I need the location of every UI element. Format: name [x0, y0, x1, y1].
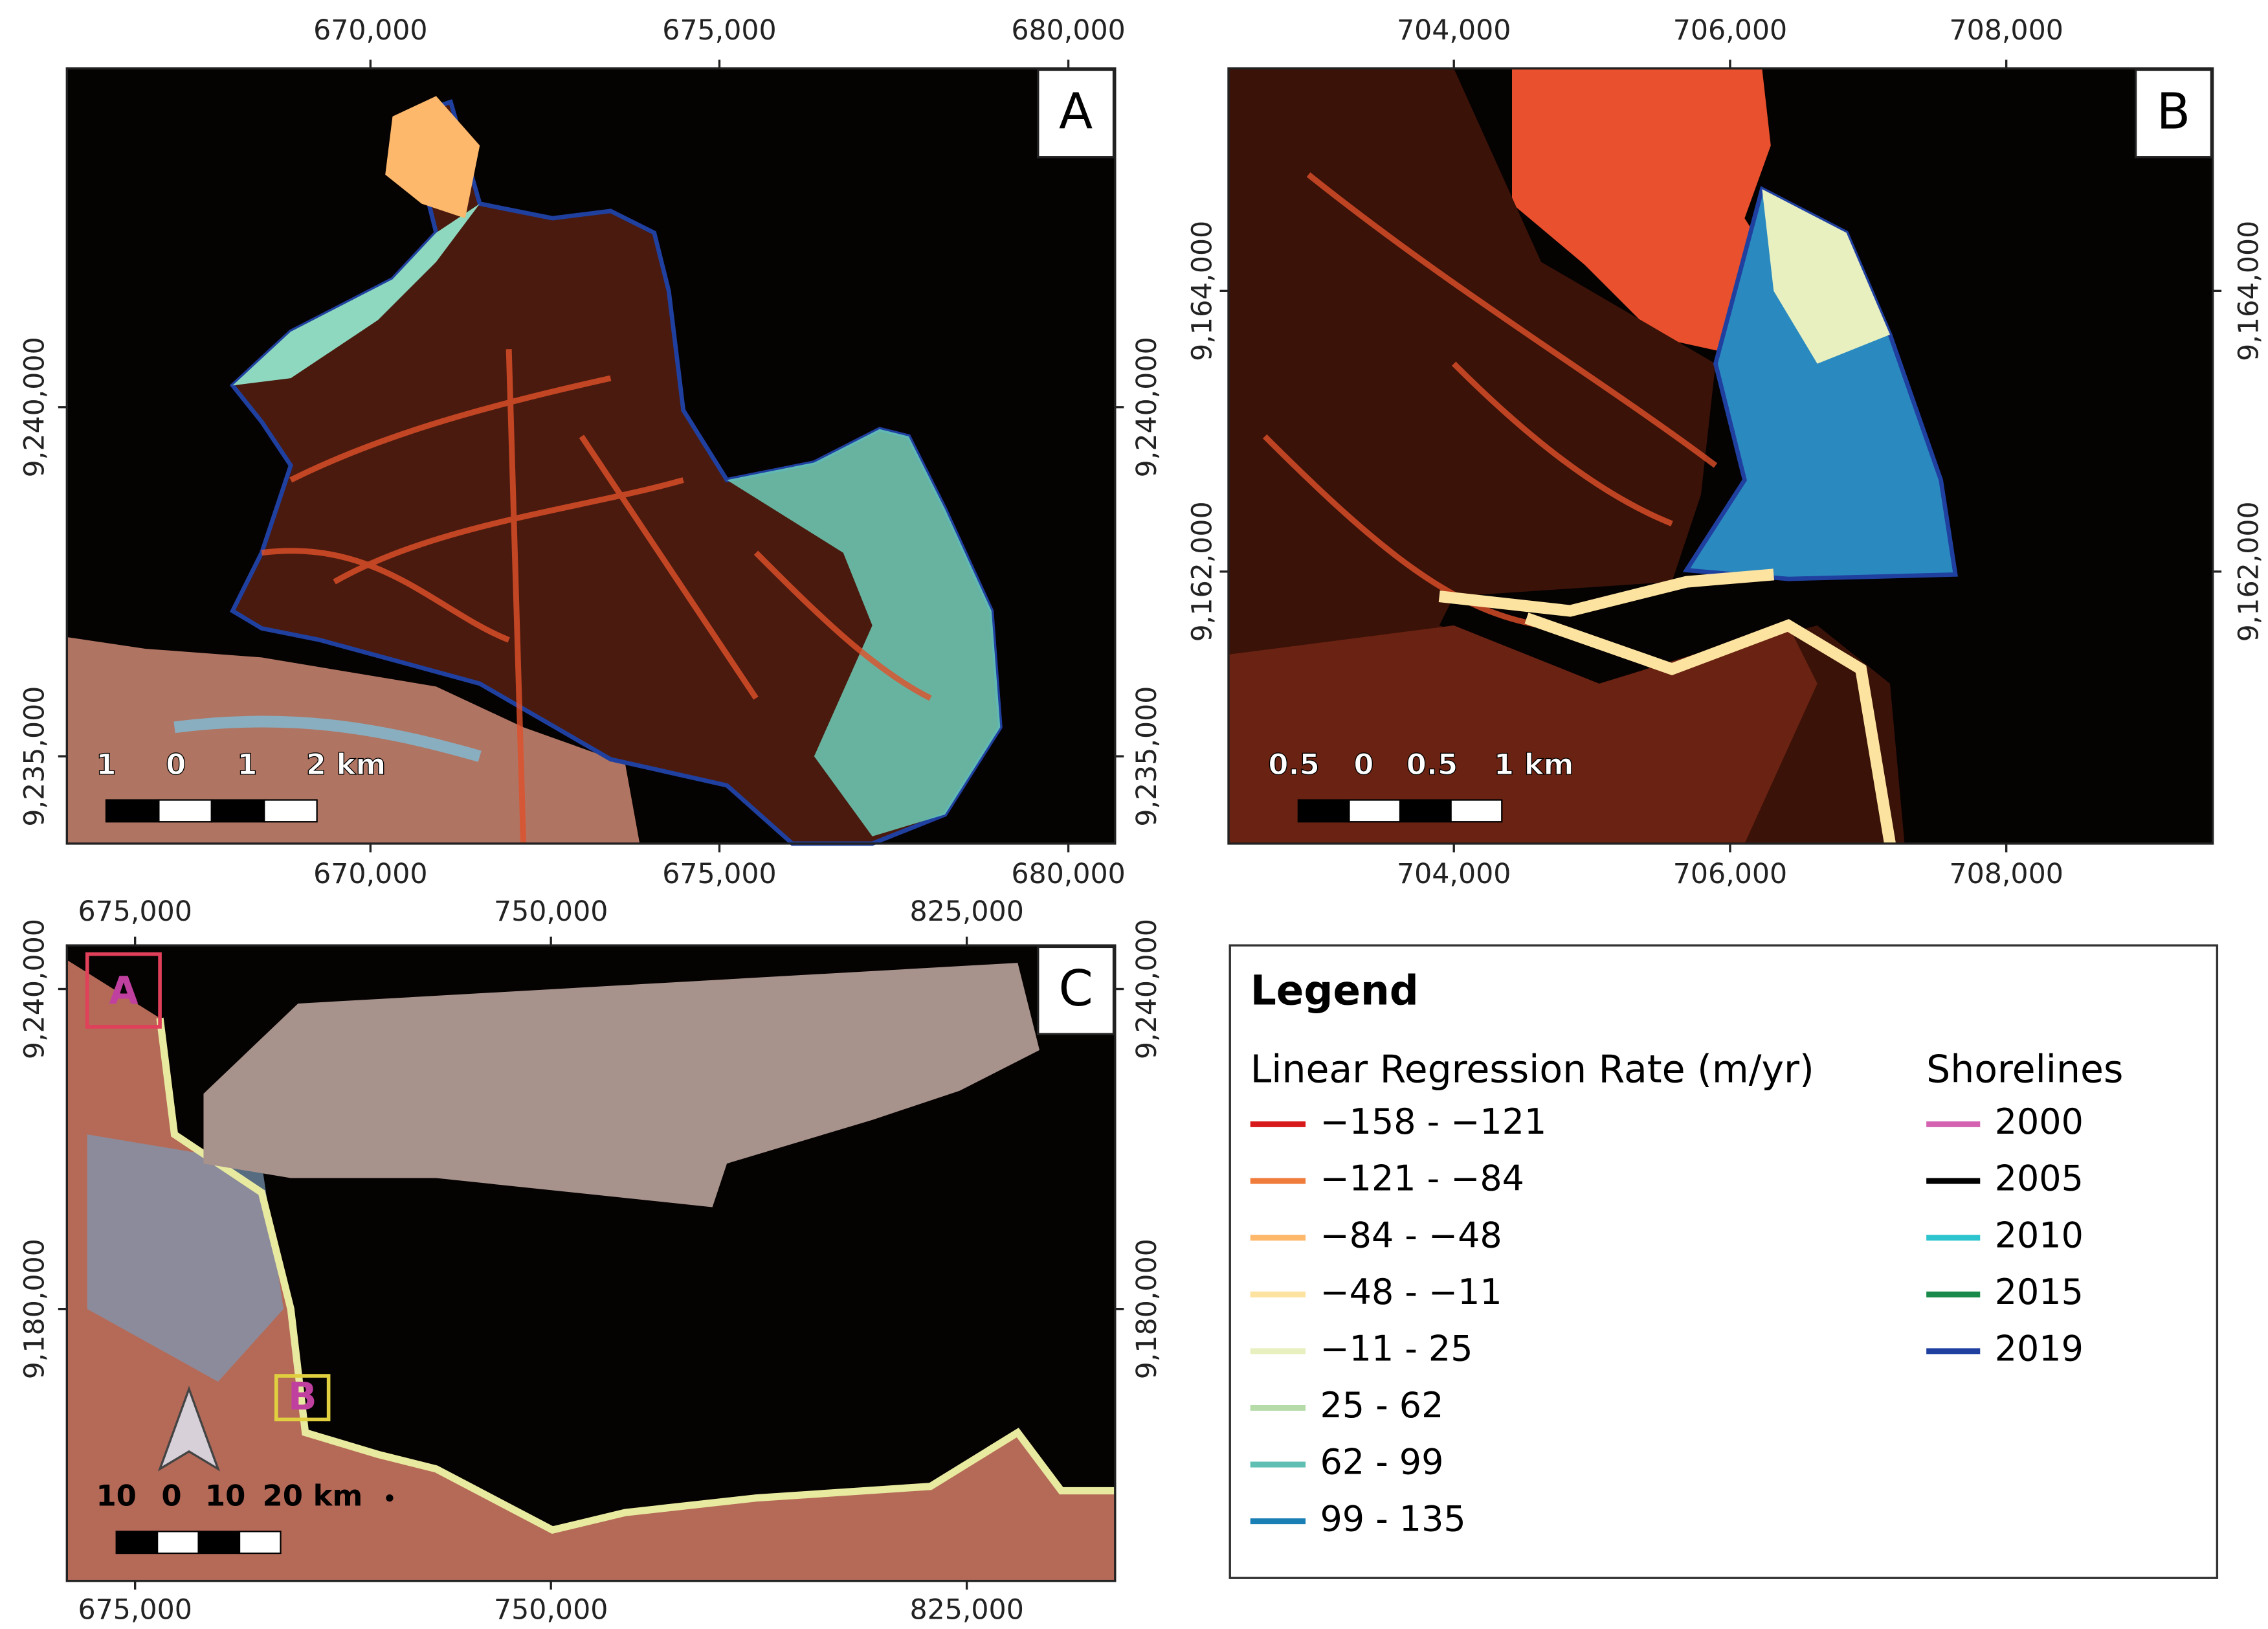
scale-bar-segment — [1450, 799, 1503, 823]
panel-letter-box — [1037, 945, 1115, 1035]
map-panel-a — [67, 68, 1115, 846]
scale-bar-segment — [210, 799, 265, 823]
scale-bar-segment — [1297, 799, 1350, 823]
panel-frame — [65, 944, 1117, 1582]
scale-bar-label: 0.5 — [1268, 747, 1320, 781]
legend-label: 2000 — [1995, 1101, 2084, 1142]
x-tick-label: 680,000 — [1011, 858, 1125, 890]
y-tick-label: 9,240,000 — [19, 919, 51, 1059]
scale-bar-segment — [263, 799, 318, 823]
legend-label: 99 - 135 — [1320, 1498, 1466, 1539]
x-tick-label: 704,000 — [1397, 14, 1511, 47]
y-tick-label: 9,240,000 — [1131, 919, 1163, 1059]
panel-letter: B — [2157, 84, 2190, 141]
y-tick-label: 9,180,000 — [1131, 1239, 1163, 1379]
x-tick-label: 675,000 — [662, 14, 776, 47]
x-tick-label: 825,000 — [909, 1593, 1023, 1626]
legend-shoreline-title: Shorelines — [1926, 1048, 2123, 1092]
scale-bar-segment — [1399, 799, 1452, 823]
x-tick-label: 680,000 — [1011, 14, 1125, 47]
legend-title: Legend — [1251, 967, 1419, 1014]
inset-label: A — [109, 969, 138, 1013]
x-tick-label: 670,000 — [313, 858, 427, 890]
scale-bar-label: 0 — [161, 1479, 181, 1513]
x-tick-label: 675,000 — [78, 895, 192, 928]
x-tick-label: 750,000 — [494, 1593, 608, 1626]
legend-label: 2015 — [1995, 1272, 2084, 1312]
x-tick-label: 750,000 — [494, 895, 608, 928]
x-tick-label: 825,000 — [909, 895, 1023, 928]
scale-bar-segment — [1348, 799, 1401, 823]
panel-letter: A — [1059, 84, 1093, 141]
scale-bar-label: 0 — [1353, 747, 1373, 781]
x-tick-label: 675,000 — [78, 1593, 192, 1626]
x-tick-label: 706,000 — [1673, 14, 1787, 47]
x-tick-label: 704,000 — [1397, 858, 1511, 890]
inset-label: B — [288, 1375, 317, 1419]
x-tick-label: 708,000 — [1949, 858, 2063, 890]
panel-frame — [65, 67, 1117, 845]
legend-label: 2005 — [1995, 1158, 2084, 1199]
legend-label: −158 - −121 — [1320, 1101, 1547, 1142]
panel-letter-box — [2134, 69, 2213, 159]
legend: Legend Linear Regression Rate (m/yr) Sho… — [1228, 944, 2219, 1579]
scale-bar-label: 0 — [166, 747, 186, 781]
panel-letter: C — [1058, 960, 1093, 1018]
legend-rate-title: Linear Regression Rate (m/yr) — [1251, 1048, 1814, 1092]
scale-bar-label: 1 — [237, 747, 257, 781]
legend-box — [1228, 944, 2219, 1579]
panel-letter-box — [1037, 69, 1115, 159]
y-tick-label: 9,164,000 — [2233, 221, 2265, 361]
x-tick-label: 706,000 — [1673, 858, 1787, 890]
scale-bar-segment — [115, 1531, 159, 1555]
scale-bar-label: 1 — [96, 747, 116, 781]
y-tick-label: 9,240,000 — [19, 337, 51, 477]
y-tick-label: 9,235,000 — [1131, 686, 1163, 827]
legend-label: 25 - 62 — [1320, 1385, 1444, 1426]
x-tick-label: 708,000 — [1949, 14, 2063, 47]
scale-bar-label: 10 — [96, 1479, 136, 1513]
y-tick-label: 9,180,000 — [19, 1239, 51, 1379]
y-tick-label: 9,164,000 — [1186, 221, 1218, 361]
legend-label: −121 - −84 — [1320, 1158, 1524, 1199]
scale-bar-label: 2 km — [306, 747, 386, 781]
scale-bar-label: 20 km — [263, 1479, 363, 1513]
scale-bar-label: 1 km — [1494, 747, 1574, 781]
scale-bar-label: 0.5 — [1406, 747, 1458, 781]
legend-label: −11 - 25 — [1320, 1328, 1473, 1369]
y-tick-label: 9,235,000 — [19, 686, 51, 827]
panel-frame — [1227, 67, 2214, 845]
x-tick-label: 675,000 — [662, 858, 776, 890]
scale-bar-label: 10 — [205, 1479, 246, 1513]
y-tick-label: 9,240,000 — [1131, 337, 1163, 477]
legend-label: −84 - −48 — [1320, 1215, 1502, 1255]
legend-label: −48 - −11 — [1320, 1272, 1502, 1312]
scale-bar-segment — [157, 1531, 199, 1555]
legend-label: 2010 — [1995, 1215, 2084, 1255]
legend-label: 62 - 99 — [1320, 1442, 1444, 1483]
scale-bar-segment — [238, 1531, 282, 1555]
scale-bar-segment — [158, 799, 212, 823]
scale-bar-segment — [105, 799, 160, 823]
map-panel-c — [67, 945, 1115, 1581]
scale-bar-segment — [197, 1531, 241, 1555]
legend-label: 2019 — [1995, 1328, 2084, 1369]
x-tick-label: 670,000 — [313, 14, 427, 47]
map-panel-b — [1228, 68, 2213, 845]
y-tick-label: 9,162,000 — [1186, 501, 1218, 642]
y-tick-label: 9,162,000 — [2233, 501, 2265, 642]
